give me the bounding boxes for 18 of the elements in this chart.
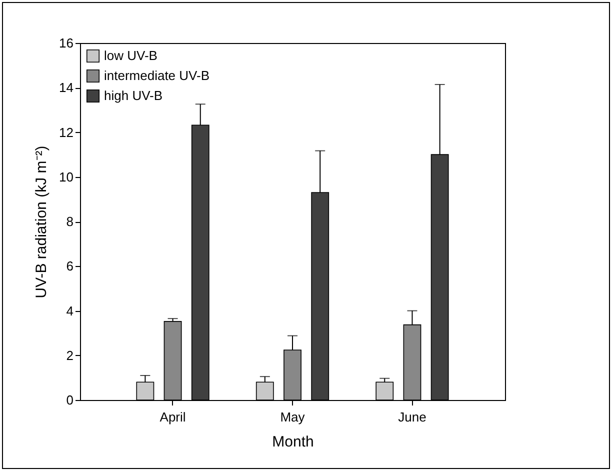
y-tick-label: 12 [59, 124, 74, 140]
y-axis-title: UV-B radiation (kJ m⁻²) [33, 146, 50, 298]
y-tick-label: 4 [66, 303, 74, 318]
x-tick-label: May [280, 410, 306, 424]
legend-label: low UV-B [104, 48, 158, 63]
legend-label: intermediate UV-B [104, 68, 210, 83]
y-tick-label: 6 [66, 258, 74, 274]
y-tick-label: 10 [59, 169, 74, 184]
y-tick-label: 14 [59, 80, 74, 96]
y-tick-label: 0 [66, 392, 74, 408]
x-tick-label: April [160, 410, 186, 424]
x-tick-label: June [398, 410, 426, 424]
y-tick-label: 2 [66, 348, 74, 363]
bar [376, 382, 394, 400]
y-tick-label: 8 [66, 214, 74, 229]
legend-label: high UV-B [104, 88, 163, 103]
x-axis-title: Month [272, 434, 314, 450]
y-tick-label: 16 [59, 36, 74, 50]
